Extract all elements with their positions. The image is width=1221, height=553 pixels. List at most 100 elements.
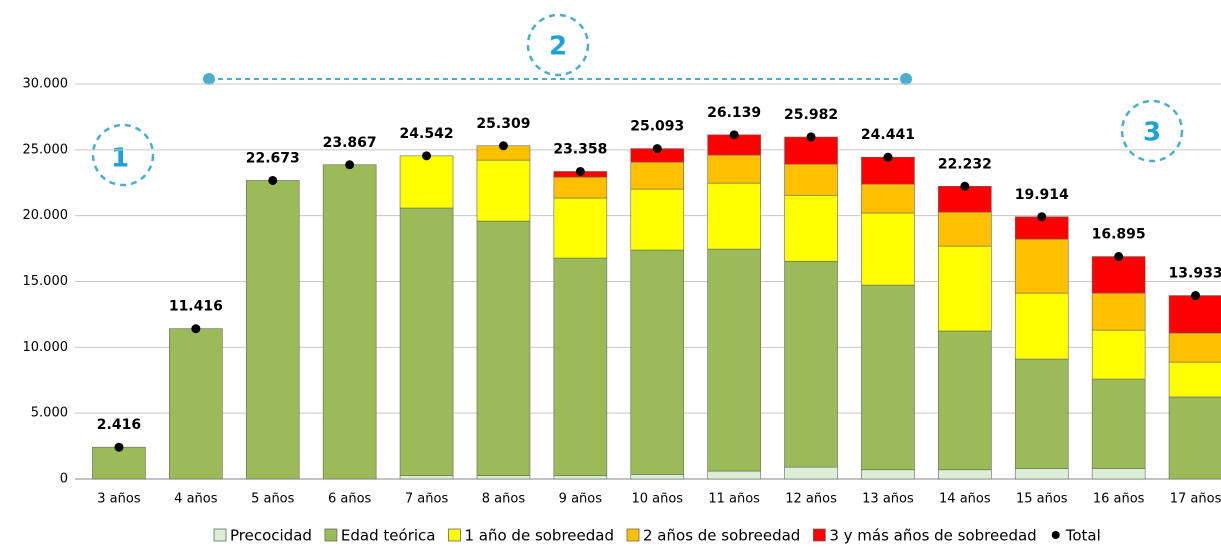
data-label: 25.982 bbox=[784, 107, 838, 123]
annotation-dot bbox=[900, 73, 912, 85]
total-point bbox=[498, 141, 508, 151]
data-label: 23.867 bbox=[323, 135, 377, 151]
total-point bbox=[268, 175, 278, 185]
x-tick-label: 17 años bbox=[1170, 492, 1221, 507]
legend-marker bbox=[812, 528, 826, 542]
x-tick-label: 8 años bbox=[482, 492, 526, 507]
data-label: 24.441 bbox=[861, 127, 915, 143]
bar-segment bbox=[1091, 378, 1146, 469]
y-tick-label: 5.000 bbox=[31, 406, 68, 421]
bar-segment bbox=[1168, 361, 1221, 398]
y-tick-label: 15.000 bbox=[23, 274, 69, 289]
x-tick-label: 11 años bbox=[708, 492, 760, 507]
bar-segment bbox=[553, 197, 608, 259]
data-label: 2.416 bbox=[97, 417, 141, 433]
annotation-graphics bbox=[91, 13, 1184, 187]
bar-segment bbox=[399, 475, 454, 480]
data-label: 26.139 bbox=[707, 105, 761, 121]
total-point bbox=[806, 132, 816, 142]
bar-segment bbox=[1168, 332, 1221, 363]
legend-marker bbox=[448, 528, 461, 542]
legend-label: Precocidad bbox=[230, 527, 312, 545]
data-label: 24.542 bbox=[400, 126, 454, 142]
bar-segment bbox=[707, 248, 761, 472]
annotation: 1 bbox=[111, 144, 129, 174]
bar-segment bbox=[399, 155, 454, 209]
bar-segment bbox=[784, 163, 838, 196]
legend-label: 2 años de sobreedad bbox=[643, 527, 800, 545]
bar-segment bbox=[1091, 329, 1146, 380]
x-tick-label: 6 años bbox=[328, 492, 372, 507]
bar-segment bbox=[938, 211, 992, 247]
data-label: 11.416 bbox=[169, 299, 223, 315]
data-label: 25.093 bbox=[630, 119, 684, 135]
x-tick-label: 7 años bbox=[405, 492, 449, 507]
x-tick-label: 4 años bbox=[174, 492, 218, 507]
legend-marker bbox=[213, 528, 227, 542]
bar-segment bbox=[1091, 468, 1146, 480]
bar-segment bbox=[707, 154, 761, 184]
bar-segment bbox=[553, 176, 608, 199]
annotation-circle bbox=[526, 13, 590, 77]
bar-segment bbox=[1014, 468, 1069, 480]
legend-marker bbox=[1051, 531, 1060, 539]
total-point bbox=[652, 144, 662, 154]
y-tick-label: 10.000 bbox=[23, 340, 69, 355]
y-tick-label: 20.000 bbox=[23, 208, 69, 223]
x-tick-label: 16 años bbox=[1093, 492, 1145, 507]
bar-segment bbox=[707, 182, 761, 250]
bar-segment bbox=[1091, 256, 1146, 294]
data-label: 19.914 bbox=[1015, 187, 1069, 203]
total-point bbox=[422, 151, 432, 161]
bar-segment bbox=[784, 136, 838, 165]
y-tick-label: 0 bbox=[60, 472, 68, 487]
x-tick-label: 12 años bbox=[785, 492, 837, 507]
bar-segment bbox=[784, 466, 838, 480]
total-point bbox=[1037, 212, 1047, 222]
data-label: 22.232 bbox=[938, 156, 992, 172]
y-tick-label: 30.000 bbox=[23, 77, 69, 92]
bar-segment bbox=[630, 161, 685, 190]
annotation-dot bbox=[203, 73, 215, 85]
total-point bbox=[960, 181, 970, 191]
total-point bbox=[575, 166, 585, 176]
bar-segment bbox=[861, 469, 915, 480]
data-label: 16.895 bbox=[1092, 227, 1146, 243]
annotation-circle bbox=[91, 123, 155, 187]
annotation: 2 bbox=[549, 32, 567, 62]
bar-segment bbox=[861, 284, 915, 471]
data-label: 22.673 bbox=[246, 150, 300, 166]
annotation-circle bbox=[1120, 99, 1184, 163]
legend-marker bbox=[626, 528, 640, 542]
bar-segment bbox=[476, 220, 531, 477]
x-tick-label: 10 años bbox=[631, 492, 683, 507]
bar-segment bbox=[476, 475, 531, 480]
legend-marker bbox=[324, 528, 338, 542]
bar-segment bbox=[322, 164, 377, 480]
data-label: 13.933 bbox=[1169, 266, 1221, 282]
bar-segment bbox=[476, 159, 531, 222]
bar-segment bbox=[861, 183, 915, 214]
bar-segment bbox=[1168, 295, 1221, 334]
x-tick-label: 14 años bbox=[939, 492, 991, 507]
legend-label: 3 y más años de sobreedad bbox=[829, 527, 1036, 545]
bar-segment bbox=[1014, 358, 1069, 469]
bar-segment bbox=[938, 330, 992, 471]
bar-segment bbox=[1014, 292, 1069, 360]
bar-segment bbox=[169, 328, 223, 480]
legend-label: Total bbox=[1065, 527, 1101, 545]
x-tick-label: 13 años bbox=[862, 492, 914, 507]
bar-segment bbox=[1014, 238, 1069, 294]
bar-segment bbox=[707, 470, 761, 480]
bar-segment bbox=[630, 474, 685, 480]
bar-segment bbox=[553, 475, 608, 480]
total-point bbox=[114, 442, 124, 452]
bar-segment bbox=[630, 188, 685, 251]
total-point bbox=[883, 152, 893, 162]
bar-segment bbox=[938, 245, 992, 332]
legend-label: Edad teórica bbox=[341, 527, 436, 545]
bar-segment bbox=[630, 249, 685, 475]
x-tick-label: 5 años bbox=[251, 492, 295, 507]
legend-label: 1 año de sobreedad bbox=[464, 527, 614, 545]
bar-segment bbox=[399, 207, 454, 477]
